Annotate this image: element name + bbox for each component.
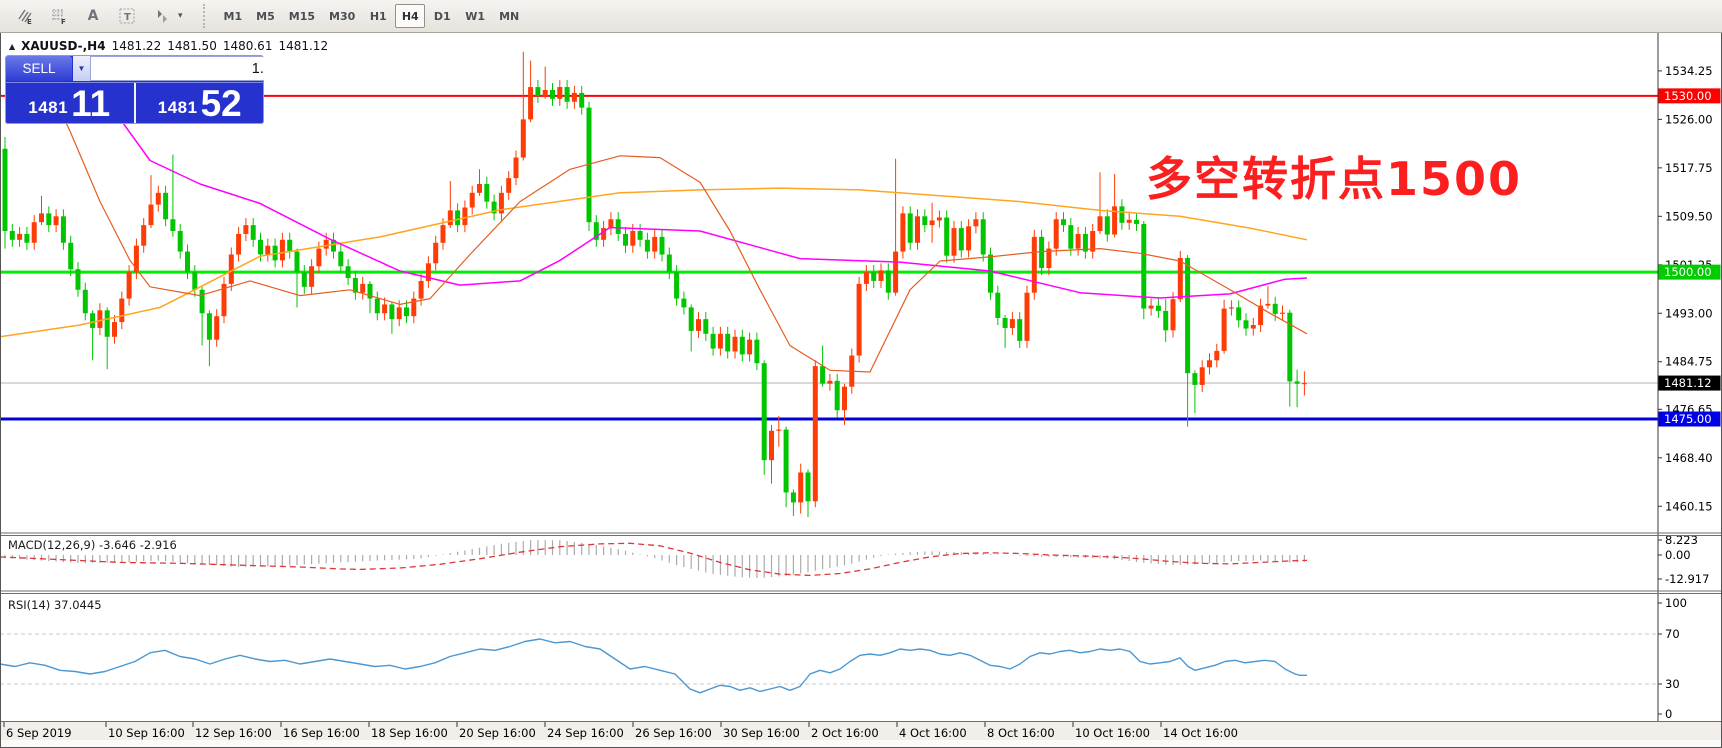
svg-text:1481.12: 1481.12 [1664, 376, 1712, 390]
svg-text:18 Sep 16:00: 18 Sep 16:00 [371, 726, 448, 740]
volume-decrease-button[interactable]: ▼ [73, 56, 90, 81]
svg-text:1500.00: 1500.00 [1664, 265, 1712, 279]
timeframe-buttons: M1 M5 M15 M30 H1 H4 D1 W1 MN [218, 4, 528, 28]
svg-text:24 Sep 16:00: 24 Sep 16:00 [547, 726, 624, 740]
timeframe-M1[interactable]: M1 [223, 9, 243, 23]
ohlc-low: 1480.61 [222, 39, 273, 53]
macd-label: MACD(12,26,9) -3.646 -2.916 [8, 538, 177, 552]
timeframe-H4[interactable]: H4 [395, 4, 426, 28]
grid-icon[interactable]: F [44, 4, 74, 28]
timeframe-M5[interactable]: M5 [256, 9, 275, 23]
volume-stepper: ▼ ▲ [73, 56, 264, 81]
sell-price-big: 11 [71, 83, 111, 124]
svg-text:16 Sep 16:00: 16 Sep 16:00 [283, 726, 360, 740]
chart-annotation-text: 多空转折点1500 [1146, 152, 1523, 206]
text-box-icon[interactable]: T [112, 4, 142, 28]
svg-text:1475.00: 1475.00 [1664, 412, 1712, 426]
svg-text:0: 0 [1665, 707, 1672, 721]
timeframe-W1[interactable]: W1 [465, 9, 486, 23]
chart-title: ▲ XAUUSD-,H4 1481.22 1481.50 1480.61 148… [9, 39, 328, 53]
collapse-icon[interactable]: ▲ [9, 41, 16, 51]
svg-text:0.00: 0.00 [1665, 548, 1691, 562]
svg-text:14 Oct 16:00: 14 Oct 16:00 [1163, 726, 1238, 740]
svg-text:2 Oct 16:00: 2 Oct 16:00 [811, 726, 879, 740]
svg-text:70: 70 [1665, 627, 1680, 641]
svg-text:30 Sep 16:00: 30 Sep 16:00 [723, 726, 800, 740]
sell-button[interactable]: SELL [6, 56, 72, 81]
line-studies-icon[interactable]: E [10, 4, 40, 28]
timeframe-MN[interactable]: MN [499, 9, 520, 23]
symbol-label: XAUUSD-,H4 [21, 39, 106, 53]
toolbar-separator [202, 4, 208, 28]
toolbar: E F A T ▾ M1 M5 M15 M30 H1 H4 D1 W1 MN [0, 0, 1722, 33]
svg-text:30: 30 [1665, 677, 1680, 691]
timeframe-H1[interactable]: H1 [369, 9, 387, 23]
svg-text:F: F [61, 18, 66, 25]
svg-text:1530.00: 1530.00 [1664, 89, 1712, 103]
svg-text:1493.00: 1493.00 [1665, 306, 1713, 320]
svg-text:1534.25: 1534.25 [1665, 64, 1713, 78]
svg-text:T: T [124, 12, 131, 23]
svg-text:E: E [27, 18, 32, 25]
rsi-label: RSI(14) 37.0445 [8, 598, 102, 612]
svg-text:8.223: 8.223 [1665, 533, 1698, 547]
svg-text:1526.00: 1526.00 [1665, 112, 1713, 126]
svg-text:1468.40: 1468.40 [1665, 451, 1713, 465]
svg-text:-12.917: -12.917 [1665, 572, 1709, 586]
buy-price-small: 1481 [157, 98, 198, 117]
rsi-value: 37.0445 [53, 598, 102, 612]
text-label-icon[interactable]: A [87, 8, 99, 24]
svg-text:26 Sep 16:00: 26 Sep 16:00 [635, 726, 712, 740]
sell-price-small: 1481 [28, 98, 69, 117]
svg-text:4 Oct 16:00: 4 Oct 16:00 [899, 726, 967, 740]
svg-text:100: 100 [1665, 596, 1687, 610]
volume-input[interactable] [90, 56, 264, 81]
svg-text:6 Sep 2019: 6 Sep 2019 [6, 726, 72, 740]
timeframe-D1[interactable]: D1 [433, 9, 451, 23]
svg-text:20 Sep 16:00: 20 Sep 16:00 [459, 726, 536, 740]
ohlc-open: 1481.22 [111, 39, 162, 53]
svg-text:1517.75: 1517.75 [1665, 161, 1713, 175]
svg-text:1509.50: 1509.50 [1665, 209, 1713, 223]
ohlc-high: 1481.50 [167, 39, 217, 53]
svg-text:12 Sep 16:00: 12 Sep 16:00 [195, 726, 272, 740]
buy-price-big: 52 [200, 83, 242, 124]
arrow-styles-dropdown-caret[interactable]: ▾ [178, 11, 183, 21]
timeframe-M30[interactable]: M30 [329, 9, 356, 23]
one-click-trading-panel: SELL ▼ ▲ BUY 1481 11 1481 52 [5, 55, 264, 124]
macd-value: -3.646 [99, 538, 137, 552]
svg-text:8 Oct 16:00: 8 Oct 16:00 [987, 726, 1055, 740]
buy-price[interactable]: 1481 52 [136, 83, 265, 123]
ohlc-close: 1481.12 [278, 39, 329, 53]
svg-text:1484.75: 1484.75 [1665, 355, 1713, 369]
svg-text:10 Sep 16:00: 10 Sep 16:00 [108, 726, 185, 740]
sell-price[interactable]: 1481 11 [5, 83, 136, 123]
macd-signal-value: -2.916 [139, 538, 177, 552]
svg-text:10 Oct 16:00: 10 Oct 16:00 [1075, 726, 1150, 740]
arrow-styles-icon[interactable] [146, 4, 176, 28]
timeframe-M15[interactable]: M15 [288, 9, 316, 23]
svg-text:1460.15: 1460.15 [1665, 499, 1713, 513]
